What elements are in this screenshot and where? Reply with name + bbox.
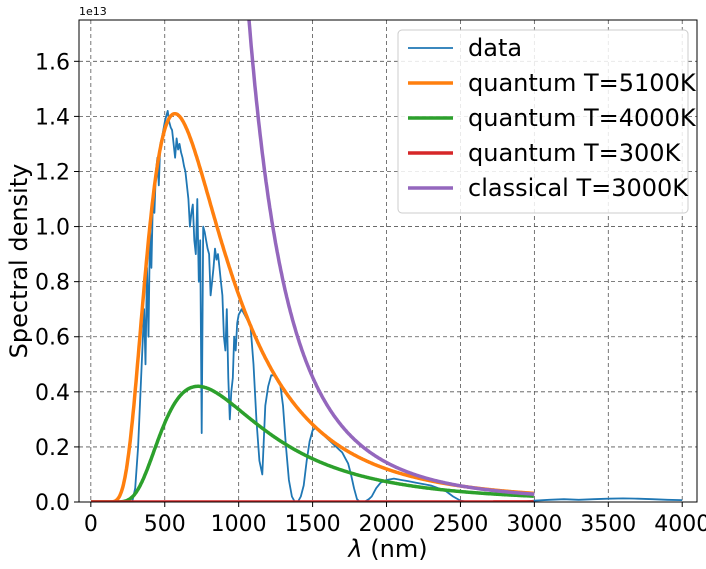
x-tick-label-0: 0 xyxy=(84,512,98,537)
legend-entry-4: classical T=3000K xyxy=(468,174,689,202)
y-tick-label-7: 1.4 xyxy=(35,105,70,130)
legend-entry-2: quantum T=4000K xyxy=(468,104,697,132)
series-line-4 xyxy=(247,20,536,496)
legend-frame xyxy=(397,29,689,214)
y-tick-label-5: 1.0 xyxy=(35,216,70,241)
y-tick-label-0: 0.0 xyxy=(35,491,70,516)
y-tick-label-3: 0.6 xyxy=(35,326,70,351)
x-tick-label-8: 4000 xyxy=(654,512,706,537)
x-tick-label-3: 1500 xyxy=(285,512,341,537)
x-axis-ticks: 0 500 1000 1500 2000 2500 3000 3500 4000 xyxy=(84,502,706,537)
x-tick-label-6: 3000 xyxy=(506,512,562,537)
plot-frame xyxy=(78,19,698,503)
x-axis-unit: (nm) xyxy=(363,535,428,563)
x-axis-symbol: λ xyxy=(346,535,362,563)
x-tick-label-4: 2000 xyxy=(359,512,415,537)
y-axis-label: Spectral density xyxy=(5,164,33,359)
x-tick-label-7: 3500 xyxy=(580,512,636,537)
plot-lines xyxy=(89,20,683,502)
legend: data quantum T=5100K quantum T=4000K quantu… xyxy=(397,29,697,214)
y-tick-label-4: 0.8 xyxy=(35,271,70,296)
legend-entry-1: quantum T=5100K xyxy=(468,69,697,97)
legend-entry-3: quantum T=300K xyxy=(468,139,682,167)
y-offset-label: 1e13 xyxy=(79,5,107,18)
legend-entry-0: data xyxy=(468,34,522,62)
y-tick-label-1: 0.2 xyxy=(35,436,70,461)
x-tick-label-2: 1000 xyxy=(211,512,267,537)
y-axis-ticks: 0.0 0.2 0.4 0.6 0.8 1.0 1.2 1.4 1.6 xyxy=(35,50,79,516)
x-axis-label: λ (nm) xyxy=(346,535,427,563)
y-tick-label-8: 1.6 xyxy=(35,50,70,75)
y-tick-label-6: 1.2 xyxy=(35,160,70,185)
series-line-2 xyxy=(89,384,535,502)
y-tick-label-2: 0.4 xyxy=(35,381,70,406)
x-tick-label-5: 2500 xyxy=(432,512,488,537)
x-tick-label-1: 500 xyxy=(144,512,186,537)
